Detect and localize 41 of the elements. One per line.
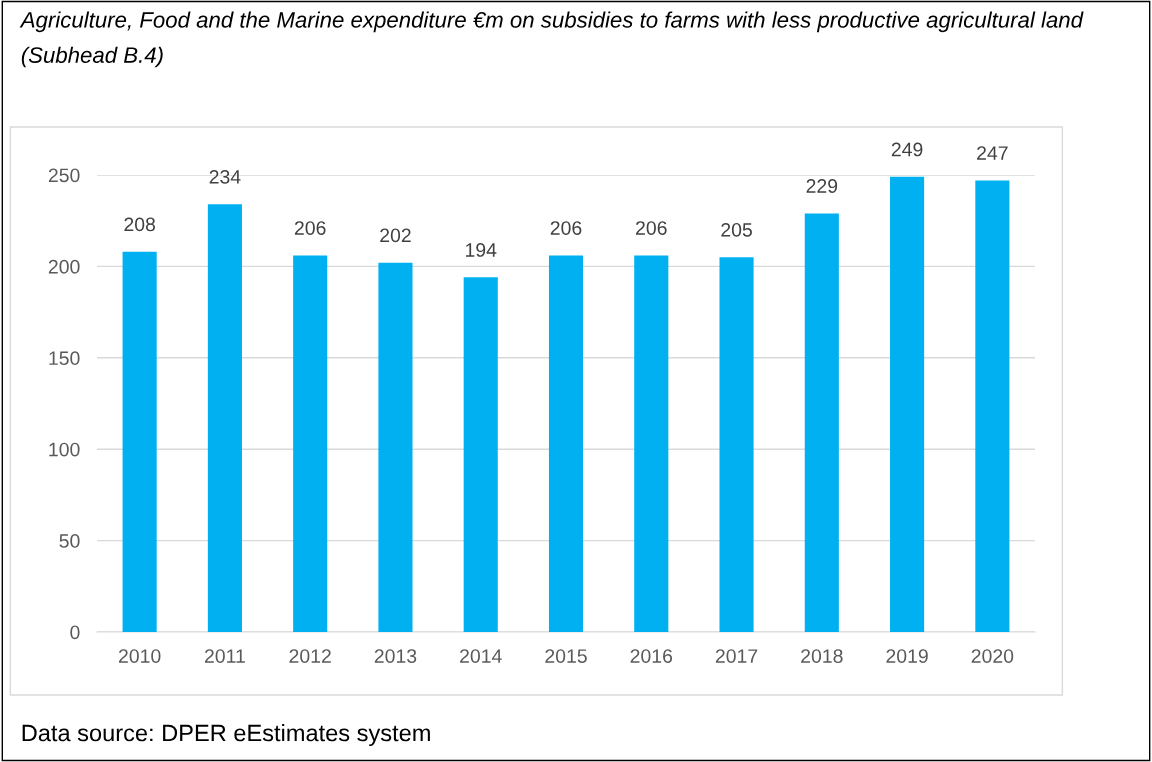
x-tick-label: 2012	[289, 649, 331, 663]
y-tick-label: 250	[48, 168, 80, 183]
y-tick-label: 50	[59, 534, 80, 548]
data-label: 208	[124, 217, 156, 232]
x-tick-label: 2014	[460, 649, 502, 663]
x-tick-label: 2013	[374, 649, 417, 663]
chart-title: Agriculture, Food and the Marine expenditure €m on subsidies to farms with less productive agricultural land (Subhead B.4)	[19, 11, 1084, 68]
x-tick-label: 2020	[971, 649, 1014, 663]
bar	[207, 204, 242, 632]
bar	[804, 213, 839, 632]
x-tick-label: 2017	[715, 649, 758, 663]
x-tick-label: 2019	[886, 649, 928, 663]
data-label: 206	[636, 221, 667, 235]
source-note: Data source: DPER eEstimates system	[22, 723, 430, 747]
x-tick-label: 2010	[118, 649, 161, 663]
data-label: 202	[380, 228, 411, 243]
bar	[122, 251, 157, 632]
bar	[548, 255, 584, 632]
y-tick-label: 150	[49, 351, 80, 366]
bar	[293, 255, 328, 632]
y-tick-label: 200	[48, 259, 80, 274]
x-tick-label: 2015	[545, 649, 587, 663]
x-tick-label: 2016	[630, 649, 673, 663]
data-label: 206	[550, 221, 582, 235]
x-tick-label: 2011	[204, 649, 245, 663]
data-label: 194	[465, 243, 497, 257]
y-tick-label: 0	[70, 625, 80, 640]
bar	[975, 180, 1010, 632]
bar	[463, 277, 498, 632]
data-label: 229	[806, 179, 838, 193]
data-label: 205	[721, 222, 752, 237]
bar	[719, 257, 754, 632]
data-label: 206	[294, 221, 326, 235]
data-label: 234	[209, 169, 241, 184]
data-label: 249	[891, 142, 923, 157]
y-tick-label: 100	[49, 442, 80, 457]
bar	[890, 176, 925, 632]
x-tick-label: 2018	[801, 649, 843, 663]
bar	[634, 255, 669, 632]
data-label: 247	[977, 146, 1008, 160]
bar	[378, 262, 413, 632]
